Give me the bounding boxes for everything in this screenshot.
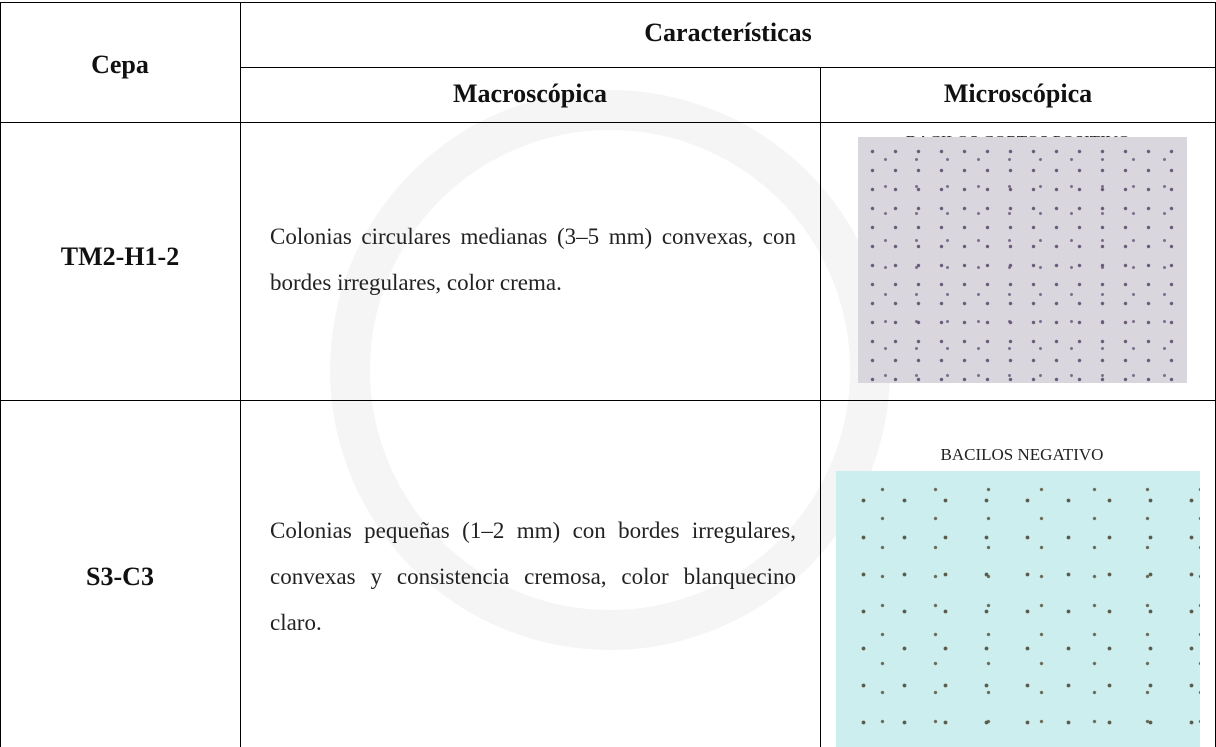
cepa: S3-C3 [86,562,154,591]
border [240,67,1216,68]
border [0,2,1,747]
border [820,67,821,747]
header-macroscopica: Macroscópica [452,79,608,108]
macroscopic-description: Colonias circulares medianas (3–5 mm) co… [270,224,796,295]
macroscopic-description: Colonias pequeñas (1–2 mm) con bordes ir… [270,518,796,635]
micrograph [858,137,1187,383]
header-microscopica: Microscópica [943,79,1093,108]
border [0,400,1216,401]
border [240,2,241,747]
border [0,2,1216,3]
header-cepa: Cepa [91,50,149,79]
image-caption: BACILOS NEGATIVO [940,445,1104,464]
micrograph [836,471,1200,747]
border [0,122,1216,123]
cepa: TM2-H1-2 [60,242,180,271]
header-caracteristicas: Características [644,18,812,47]
